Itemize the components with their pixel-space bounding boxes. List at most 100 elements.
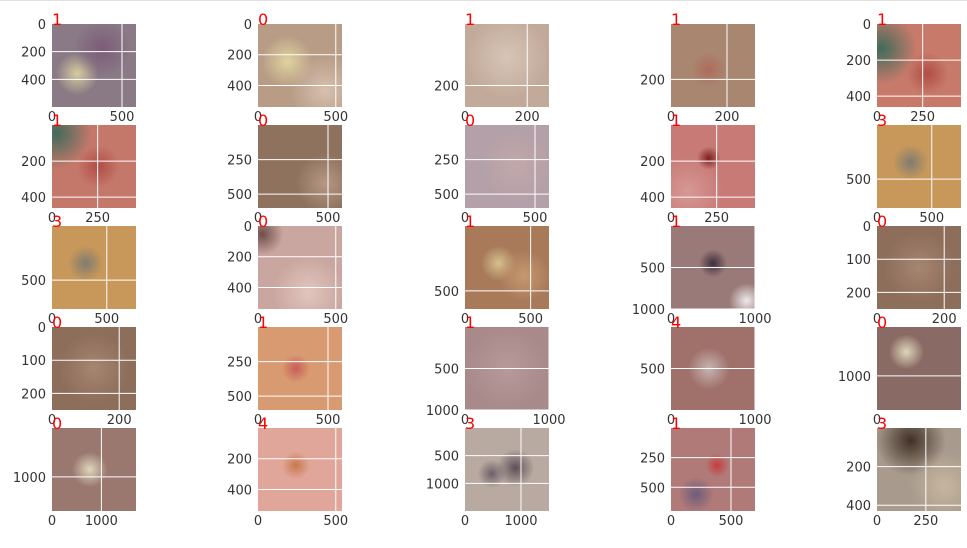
class-label: 1 xyxy=(671,10,681,29)
lesion-spot xyxy=(906,52,949,95)
y-tick-label: 200 xyxy=(21,46,46,61)
lesion-spot xyxy=(671,156,724,208)
x-tick-label: 500 xyxy=(518,312,543,327)
lesion-spot xyxy=(728,283,755,309)
lesion-spot xyxy=(58,333,130,404)
class-label: 1 xyxy=(671,414,681,433)
lesion-spot xyxy=(705,453,729,478)
x-tick-label: 0 xyxy=(48,211,56,226)
y-tick-label: 500 xyxy=(434,285,459,300)
lesion-spot xyxy=(73,24,132,79)
x-tick-label: 200 xyxy=(107,413,132,428)
y-tick-label: 1000 xyxy=(13,471,46,486)
x-tick-label: 0 xyxy=(254,211,262,226)
x-tick-label: 0 xyxy=(48,514,56,529)
y-tick-label: 400 xyxy=(21,191,46,206)
class-label: 1 xyxy=(465,313,475,332)
y-tick-label: 500 xyxy=(227,188,252,203)
x-tick-label: 1000 xyxy=(504,514,537,529)
panel-4: 0 200 200 1 xyxy=(640,10,755,125)
y-tick-label: 1000 xyxy=(426,404,459,419)
x-tick-label: 500 xyxy=(110,110,135,125)
class-label: 1 xyxy=(465,212,475,231)
x-tick-label: 250 xyxy=(704,211,729,226)
class-label: 4 xyxy=(258,414,268,433)
class-label: 3 xyxy=(877,414,887,433)
x-tick-label: 200 xyxy=(932,312,957,327)
class-label: 3 xyxy=(877,111,887,130)
x-tick-label: 0 xyxy=(667,211,675,226)
lesion-spot xyxy=(72,451,108,488)
x-tick-label: 1000 xyxy=(738,312,771,327)
class-label: 1 xyxy=(52,10,62,29)
panel-6: 0 250 200 400 1 xyxy=(21,111,136,226)
lesion-spot xyxy=(908,450,961,511)
panel-11: 0 500 500 3 xyxy=(21,212,136,327)
lesion-spot xyxy=(67,245,104,281)
x-tick-label: 1000 xyxy=(85,514,118,529)
class-label: 0 xyxy=(52,313,62,332)
y-tick-label: 500 xyxy=(846,173,871,188)
x-tick-label: 0 xyxy=(48,312,56,327)
lesion-spot xyxy=(77,145,120,188)
class-label: 0 xyxy=(258,111,268,130)
x-tick-label: 0 xyxy=(873,211,881,226)
x-tick-label: 500 xyxy=(323,110,348,125)
class-label: 4 xyxy=(671,313,681,332)
class-label: 0 xyxy=(465,111,475,130)
class-label: 0 xyxy=(877,313,887,332)
lesion-spot xyxy=(883,232,955,303)
panel-20: 0 1000 0 xyxy=(838,313,961,428)
y-tick-label: 500 xyxy=(434,450,459,465)
x-tick-label: 0 xyxy=(461,110,469,125)
lesion-spot xyxy=(892,144,929,180)
x-tick-label: 200 xyxy=(715,110,740,125)
class-label: 1 xyxy=(465,10,475,29)
class-label: 0 xyxy=(258,10,268,29)
top-border xyxy=(0,0,967,1)
lesion-image xyxy=(877,327,961,410)
x-tick-label: 0 xyxy=(254,514,262,529)
y-tick-label: 500 xyxy=(640,262,665,277)
x-tick-label: 500 xyxy=(919,211,944,226)
panel-12: 0 500 0 200 400 0 xyxy=(227,212,348,327)
y-tick-label: 0 xyxy=(38,18,46,33)
panel-10: 0 500 500 3 xyxy=(846,111,961,226)
y-tick-label: 200 xyxy=(227,453,252,468)
lesion-spot xyxy=(497,249,549,302)
x-tick-label: 0 xyxy=(461,312,469,327)
x-tick-label: 0 xyxy=(873,514,881,529)
y-tick-label: 200 xyxy=(227,251,252,266)
y-tick-label: 200 xyxy=(846,54,871,69)
y-tick-label: 200 xyxy=(21,155,46,170)
lesion-spot xyxy=(496,449,535,487)
lesion-spot xyxy=(289,55,342,107)
x-tick-label: 500 xyxy=(94,312,119,327)
x-tick-label: 500 xyxy=(323,514,348,529)
y-tick-label: 400 xyxy=(640,191,665,206)
class-label: 0 xyxy=(877,212,887,231)
x-tick-label: 0 xyxy=(461,514,469,529)
class-label: 1 xyxy=(52,111,62,130)
lesion-spot xyxy=(691,52,727,88)
y-tick-label: 0 xyxy=(863,18,871,33)
panel-23: 0 1000 500 1000 3 xyxy=(426,414,549,529)
y-tick-label: 400 xyxy=(227,79,252,94)
lesion-spot xyxy=(258,226,284,256)
class-label: 0 xyxy=(52,414,62,433)
panel-2: 0 500 0 200 400 0 xyxy=(227,10,348,125)
panel-22: 0 500 200 400 4 xyxy=(227,414,348,529)
panel-1: 0 500 0 200 400 1 xyxy=(21,10,136,125)
class-label: 3 xyxy=(465,414,475,433)
y-tick-label: 250 xyxy=(640,452,665,467)
panel-9: 0 250 200 400 1 xyxy=(640,111,755,226)
class-label: 3 xyxy=(52,212,62,231)
y-tick-label: 250 xyxy=(434,154,459,169)
x-tick-label: 0 xyxy=(667,110,675,125)
x-tick-label: 500 xyxy=(316,413,341,428)
y-tick-label: 400 xyxy=(21,73,46,88)
